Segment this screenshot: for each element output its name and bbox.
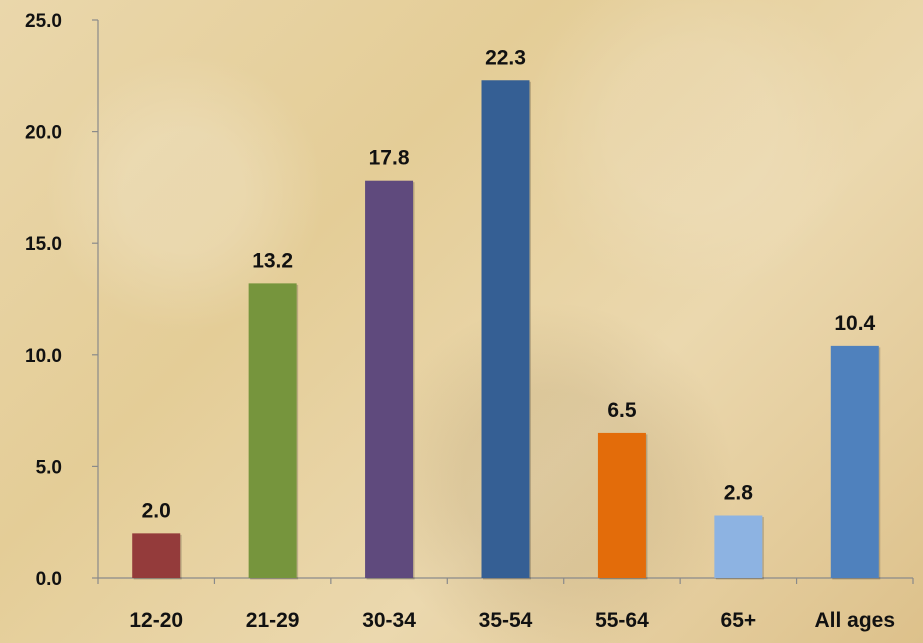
y-axis-tick-label: 0.0 <box>36 569 62 590</box>
data-label: 17.8 <box>369 147 410 170</box>
bar-12-20 <box>132 533 181 578</box>
data-label: 10.4 <box>834 312 875 335</box>
data-label: 22.3 <box>485 46 526 69</box>
y-axis-tick-label: 5.0 <box>36 457 62 478</box>
data-label: 6.5 <box>607 399 637 422</box>
data-label: 2.0 <box>142 499 171 522</box>
y-axis-tick-label: 15.0 <box>25 234 62 255</box>
data-label: 2.8 <box>724 482 754 505</box>
bar-65- <box>714 515 763 578</box>
x-axis-category-label: 12-20 <box>129 609 183 632</box>
x-axis-category-label: 65+ <box>721 609 757 632</box>
y-axis-tick-label: 25.0 <box>25 11 62 32</box>
x-axis-category-label: 30-34 <box>362 609 416 632</box>
bar-21-29 <box>248 283 297 578</box>
bar-35-54 <box>481 80 530 578</box>
x-axis-category-label: 55-64 <box>595 609 649 632</box>
data-label: 13.2 <box>252 249 293 272</box>
x-axis-category-label: All ages <box>815 609 896 632</box>
x-axis-category-label: 21-29 <box>246 609 300 632</box>
y-axis-tick-label: 20.0 <box>25 123 62 144</box>
x-axis-category-label: 35-54 <box>479 609 533 632</box>
y-axis-tick-label: 10.0 <box>25 346 62 367</box>
bar-55-64 <box>597 432 646 578</box>
bar-all-ages <box>830 345 879 578</box>
bar-30-34 <box>365 180 414 579</box>
